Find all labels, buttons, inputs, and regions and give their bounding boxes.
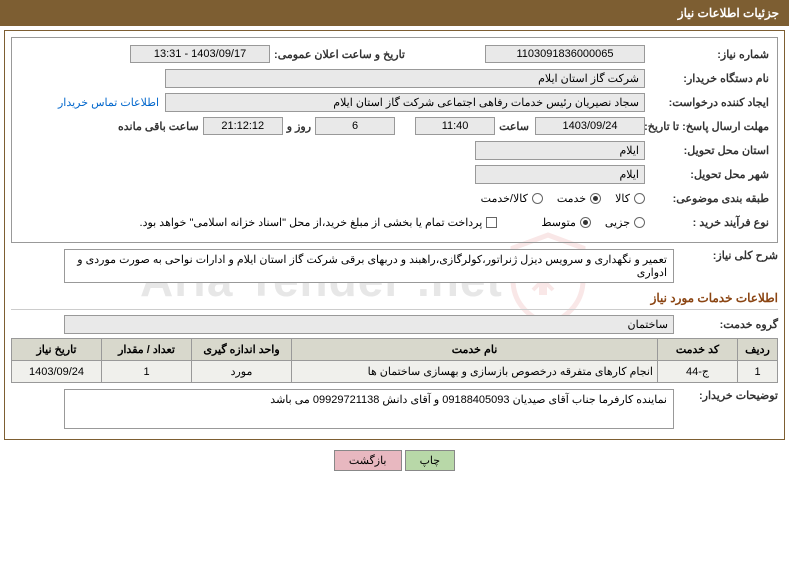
category-label: طبقه بندی موضوعی: <box>649 192 769 205</box>
cell-unit: مورد <box>192 361 292 383</box>
info-panel: شماره نیاز: 1103091836000065 تاریخ و ساع… <box>11 37 778 243</box>
requester-label: ایجاد کننده درخواست: <box>649 96 769 109</box>
buyer-org-label: نام دستگاه خریدار: <box>649 72 769 85</box>
contact-link[interactable]: اطلاعات تماس خریدار <box>58 96 159 109</box>
th-qty: تعداد / مقدار <box>102 339 192 361</box>
buyer-org-value: شرکت گاز استان ایلام <box>165 69 645 88</box>
days-and-label: روز و <box>287 120 311 133</box>
need-no-value: 1103091836000065 <box>485 45 645 63</box>
deadline-date: 1403/09/24 <box>535 117 645 135</box>
purchase-type-label: نوع فرآیند خرید : <box>649 216 769 229</box>
radio-both[interactable]: کالا/خدمت <box>481 192 543 205</box>
delivery-province-value: ایلام <box>475 141 645 160</box>
radio-goods[interactable]: کالا <box>615 192 645 205</box>
page-title-bar: جزئیات اطلاعات نیاز <box>0 0 789 26</box>
print-button[interactable]: چاپ <box>405 450 456 471</box>
radio-service[interactable]: خدمت <box>557 192 601 205</box>
treasury-checkbox-group: پرداخت تمام یا بخشی از مبلغ خرید،از محل … <box>140 216 498 229</box>
deadline-label: مهلت ارسال پاسخ: تا تاریخ: <box>649 120 769 133</box>
delivery-city-label: شهر محل تحویل: <box>649 168 769 181</box>
requester-value: سجاد نصیریان رئیس خدمات رفاهی اجتماعی شر… <box>165 93 645 112</box>
services-table: ردیف کد خدمت نام خدمت واحد اندازه گیری ت… <box>11 338 778 383</box>
th-row: ردیف <box>738 339 778 361</box>
summary-text: تعمیر و نگهداری و سرویس دیزل ژنراتور،کول… <box>64 249 674 283</box>
delivery-city-value: ایلام <box>475 165 645 184</box>
th-unit: واحد اندازه گیری <box>192 339 292 361</box>
notes-label: توضیحات خریدار: <box>678 389 778 402</box>
announce-label: تاریخ و ساعت اعلان عمومی: <box>274 48 405 61</box>
cell-code: ج-44 <box>658 361 738 383</box>
th-code: کد خدمت <box>658 339 738 361</box>
treasury-note: پرداخت تمام یا بخشی از مبلغ خرید،از محل … <box>140 216 483 229</box>
notes-text: نماینده کارفرما جناب آقای صیدیان 0918840… <box>64 389 674 429</box>
main-panel: شماره نیاز: 1103091836000065 تاریخ و ساع… <box>4 30 785 440</box>
summary-label: شرح کلی نیاز: <box>678 249 778 262</box>
cell-qty: 1 <box>102 361 192 383</box>
cell-date: 1403/09/24 <box>12 361 102 383</box>
table-row: 1 ج-44 انجام کارهای متفرقه درخصوص بازساز… <box>12 361 778 383</box>
need-no-label: شماره نیاز: <box>649 48 769 61</box>
radio-minor[interactable]: جزیی <box>605 216 645 229</box>
radio-medium[interactable]: متوسط <box>541 216 591 229</box>
time-label: ساعت <box>499 120 529 133</box>
section-title: اطلاعات خدمات مورد نیاز <box>11 287 778 310</box>
back-button[interactable]: بازگشت <box>334 450 402 471</box>
service-group-label: گروه خدمت: <box>678 318 778 331</box>
treasury-checkbox[interactable] <box>486 217 497 228</box>
service-group-value: ساختمان <box>64 315 674 334</box>
countdown-value: 21:12:12 <box>203 117 283 135</box>
delivery-province-label: استان محل تحویل: <box>649 144 769 157</box>
cell-name: انجام کارهای متفرقه درخصوص بازسازی و بهس… <box>292 361 658 383</box>
remaining-label: ساعت باقی مانده <box>118 120 199 133</box>
announce-value: 1403/09/17 - 13:31 <box>130 45 270 63</box>
page-title: جزئیات اطلاعات نیاز <box>678 6 779 20</box>
deadline-time: 11:40 <box>415 117 495 135</box>
cell-row: 1 <box>738 361 778 383</box>
days-value: 6 <box>315 117 395 135</box>
th-date: تاریخ نیاز <box>12 339 102 361</box>
button-row: چاپ بازگشت <box>0 444 789 477</box>
th-name: نام خدمت <box>292 339 658 361</box>
